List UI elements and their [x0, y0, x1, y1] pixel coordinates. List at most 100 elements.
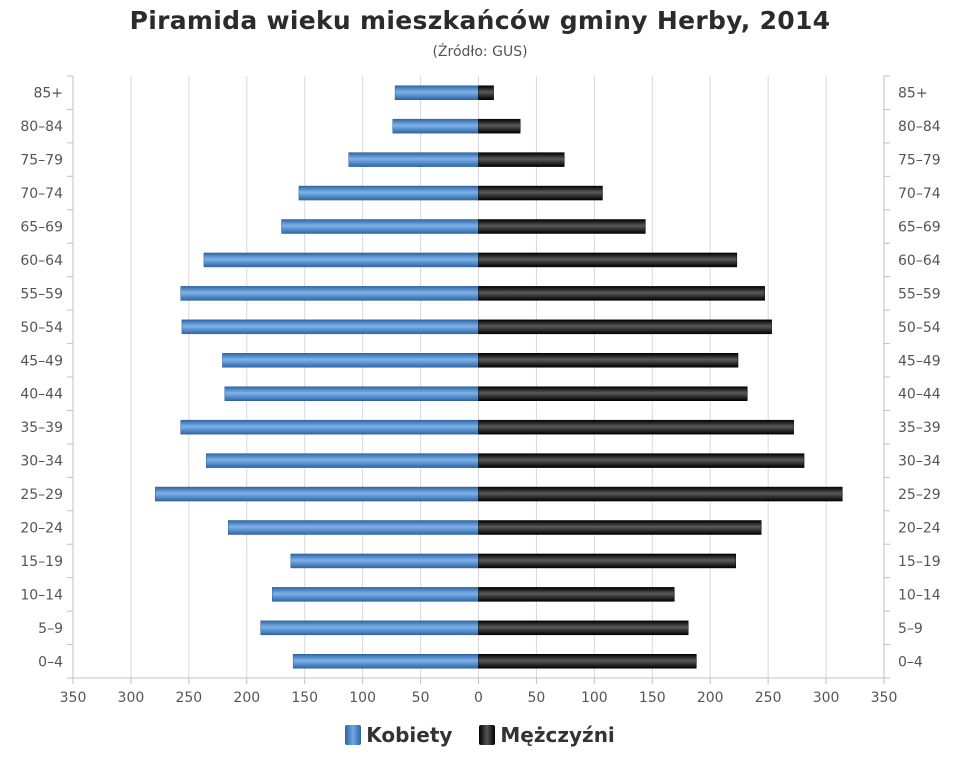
x-tick-label: 150: [291, 690, 318, 706]
bar-women: [203, 252, 479, 268]
x-tick-label: 250: [755, 690, 782, 706]
x-tick-label: 100: [349, 690, 376, 706]
y-tick-label-right: 30–34: [898, 454, 941, 470]
y-tick-label-right: 65–69: [898, 220, 941, 236]
x-tick-label: 250: [175, 690, 202, 706]
y-tick-label-left: 40–44: [20, 387, 63, 403]
y-tick-label-right: 5–9: [898, 621, 923, 637]
axis-layer: [67, 75, 890, 684]
bar-men: [478, 353, 739, 368]
y-tick-label-right: 50–54: [898, 320, 941, 336]
bar-men: [478, 520, 762, 535]
x-tick-label: 300: [118, 690, 145, 706]
legend-label-men: Mężczyźni: [500, 723, 615, 747]
x-tick-label: 350: [60, 690, 87, 706]
bar-women: [155, 486, 479, 502]
bar-men: [478, 219, 646, 234]
y-tick-label-left: 0–4: [38, 654, 63, 670]
label-layer: 350 300 250 200 150 100 50 0 50 100 150 200 250 300 35…: [20, 86, 940, 706]
y-tick-label-left: 85+: [33, 86, 63, 102]
y-tick-label-left: 5–9: [38, 621, 63, 637]
bar-women: [394, 85, 479, 100]
bar-women: [292, 654, 479, 669]
legend-item-women[interactable]: Kobiety: [345, 723, 452, 747]
y-tick-label-right: 45–49: [898, 353, 941, 369]
x-tick-label: 200: [233, 690, 260, 706]
bar-men: [478, 553, 736, 569]
y-tick-label-left: 60–64: [20, 253, 63, 269]
y-tick-label-left: 55–59: [20, 286, 63, 302]
y-tick-label-right: 25–29: [898, 487, 941, 503]
bar-women: [290, 553, 479, 569]
bar-men: [478, 118, 521, 134]
bar-women: [227, 520, 479, 535]
legend-swatch-men: [479, 725, 496, 745]
y-tick-label-right: 40–44: [898, 387, 941, 403]
bar-men: [478, 654, 697, 669]
bar-men: [478, 419, 794, 435]
x-tick-label: 350: [871, 690, 898, 706]
y-tick-label-right: 80–84: [898, 119, 941, 135]
legend-swatch-women: [345, 725, 362, 745]
bar-women: [181, 319, 479, 335]
y-tick-label-left: 20–24: [20, 521, 63, 537]
bar-women: [260, 620, 479, 636]
bar-men: [478, 587, 675, 602]
y-tick-label-left: 15–19: [20, 554, 63, 570]
bar-men: [478, 85, 494, 100]
x-tick-label: 200: [697, 690, 724, 706]
y-tick-label-left: 10–14: [20, 587, 63, 603]
y-tick-label-left: 70–74: [20, 186, 63, 202]
y-tick-label-left: 35–39: [20, 420, 63, 436]
x-tick-label: 50: [412, 690, 430, 706]
legend: Kobiety Mężczyźni: [0, 723, 960, 750]
y-tick-label-left: 30–34: [20, 454, 63, 470]
chart-subtitle: (Źródło: GUS): [432, 44, 528, 60]
bar-men: [478, 185, 603, 201]
y-tick-label-right: 20–24: [898, 521, 941, 537]
y-tick-label-right: 85+: [898, 86, 928, 102]
bar-layer: [155, 85, 843, 669]
x-tick-label: 50: [528, 690, 546, 706]
bar-women: [348, 152, 479, 167]
bar-men: [478, 319, 772, 335]
bar-men: [478, 453, 805, 468]
bar-women: [180, 286, 479, 301]
y-tick-label-right: 10–14: [898, 587, 941, 603]
bar-women: [281, 219, 479, 234]
bar-men: [478, 152, 565, 167]
y-tick-label-left: 45–49: [20, 353, 63, 369]
bar-women: [180, 419, 479, 435]
x-tick-label: 150: [639, 690, 666, 706]
chart-title: Piramida wieku mieszkańców gminy Herby, …: [129, 6, 831, 35]
y-tick-label-right: 15–19: [898, 554, 941, 570]
bar-men: [478, 286, 765, 301]
y-tick-label-left: 80–84: [20, 119, 63, 135]
bar-men: [478, 620, 689, 636]
bar-men: [478, 252, 738, 268]
y-tick-label-right: 35–39: [898, 420, 941, 436]
y-tick-label-left: 50–54: [20, 320, 63, 336]
y-tick-label-right: 75–79: [898, 153, 941, 169]
bar-women: [392, 118, 479, 134]
y-tick-label-right: 70–74: [898, 186, 941, 202]
x-tick-label: 300: [813, 690, 840, 706]
x-tick-label: 100: [581, 690, 608, 706]
bar-women: [222, 353, 479, 368]
x-tick-label: 0: [474, 690, 483, 706]
legend-label-women: Kobiety: [366, 723, 453, 747]
legend-item-men[interactable]: Mężczyźni: [479, 723, 615, 747]
bar-women: [224, 386, 479, 401]
y-tick-label-right: 60–64: [898, 253, 941, 269]
bar-men: [478, 486, 843, 502]
bar-women: [298, 185, 479, 201]
bar-men: [478, 386, 748, 401]
y-tick-label-right: 0–4: [898, 654, 923, 670]
bar-women: [272, 587, 479, 602]
y-tick-label-left: 65–69: [20, 220, 63, 236]
y-tick-label-left: 25–29: [20, 487, 63, 503]
y-tick-label-right: 55–59: [898, 286, 941, 302]
y-tick-label-left: 75–79: [20, 153, 63, 169]
bar-women: [205, 453, 479, 468]
